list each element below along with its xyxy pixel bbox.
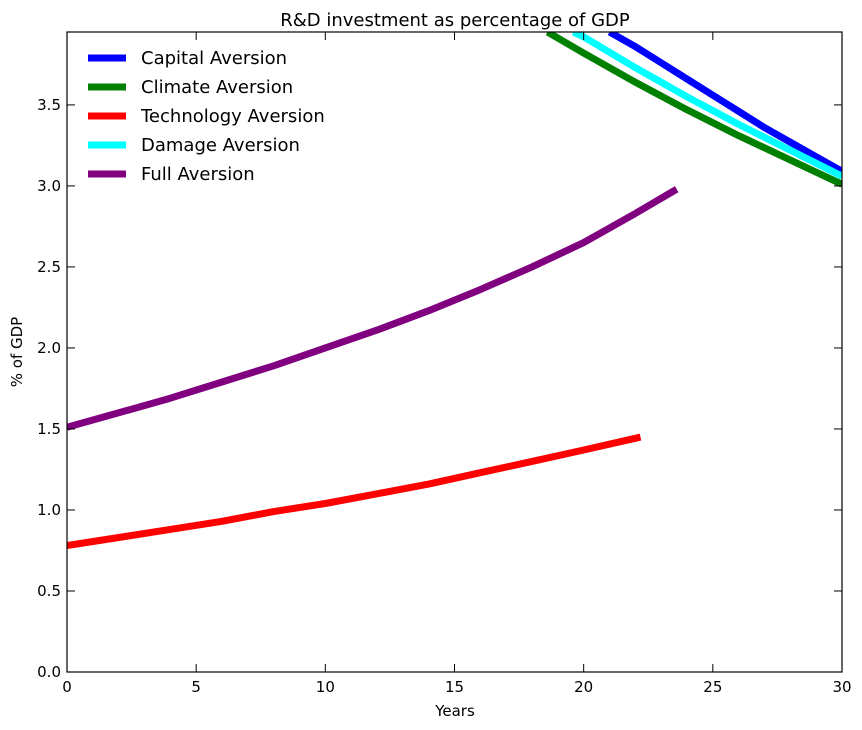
series-line-technology-aversion: [67, 433, 642, 550]
y-tick-label: 0.0: [37, 663, 61, 681]
y-axis-label: % of GDP: [8, 317, 26, 387]
legend-label-technology-aversion: Technology Aversion: [140, 106, 325, 127]
y-axis: 0.0 0.5 1.0 1.5 2.0 2.5 3.0 3.5: [37, 96, 842, 681]
legend-label-damage-aversion: Damage Aversion: [141, 135, 300, 156]
y-tick-label: 2.5: [37, 258, 61, 276]
legend-label-climate-aversion: Climate Aversion: [141, 77, 293, 98]
legend-label-full-aversion: Full Aversion: [141, 164, 255, 185]
y-tick-label: 0.5: [37, 582, 61, 600]
y-tick-label: 1.0: [37, 501, 61, 519]
x-tick-label: 25: [703, 678, 722, 696]
y-tick-label: 1.5: [37, 420, 61, 438]
x-tick-label: 15: [445, 678, 464, 696]
chart-title: R&D investment as percentage of GDP: [280, 10, 630, 31]
x-tick-label: 0: [62, 678, 72, 696]
legend: Capital Aversion Climate Aversion Technolo…: [88, 48, 325, 185]
series-line-climate-aversion: [545, 32, 842, 188]
x-tick-label: 10: [316, 678, 335, 696]
y-tick-label: 3.0: [37, 177, 61, 195]
x-tick-label: 5: [191, 678, 201, 696]
y-tick-label: 3.5: [37, 96, 61, 114]
x-axis: 0 5 10 15 20 25 30: [62, 32, 852, 696]
x-axis-label: Years: [434, 702, 475, 720]
x-tick-label: 20: [574, 678, 593, 696]
series-line-damage-aversion: [571, 32, 842, 180]
series-line-capital-aversion: [607, 32, 842, 175]
x-tick-label: 30: [832, 678, 851, 696]
legend-label-capital-aversion: Capital Aversion: [141, 48, 287, 69]
series-line-full-aversion: [67, 186, 679, 431]
y-tick-label: 2.0: [37, 339, 61, 357]
